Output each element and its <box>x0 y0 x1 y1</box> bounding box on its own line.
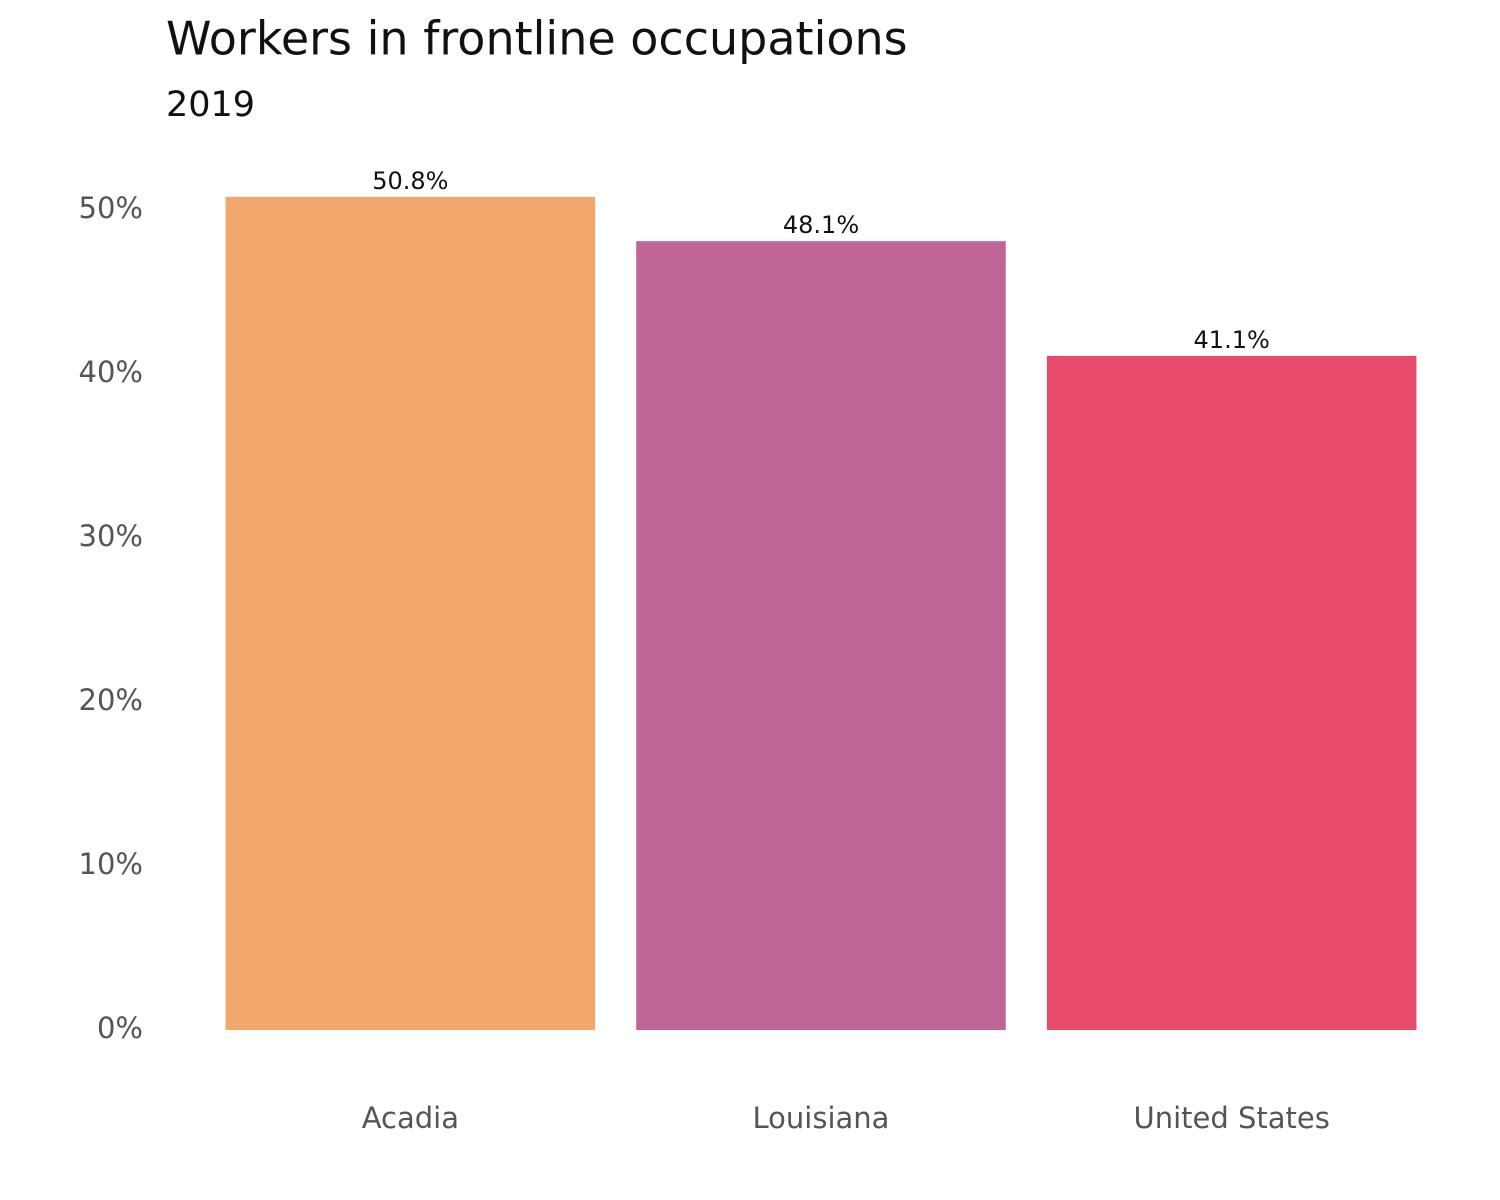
chart-title: Workers in frontline occupations <box>166 12 908 66</box>
y-tick-label: 20% <box>79 683 143 717</box>
bar <box>225 196 596 1030</box>
bar <box>1046 355 1417 1031</box>
bar <box>636 241 1006 1030</box>
chart-subtitle: 2019 <box>166 85 255 125</box>
value-label: 41.1% <box>1194 326 1270 354</box>
y-tick-label: 30% <box>79 519 143 553</box>
x-tick-label: Louisiana <box>753 1101 890 1135</box>
y-tick-label: 10% <box>79 847 143 881</box>
x-tick-label: United States <box>1133 1101 1329 1135</box>
value-label: 50.8% <box>372 167 448 195</box>
x-tick-label: Acadia <box>362 1101 459 1135</box>
value-label: 48.1% <box>783 211 859 239</box>
y-tick-label: 40% <box>79 355 143 389</box>
y-tick-label: 50% <box>79 191 143 225</box>
y-tick-label: 0% <box>97 1011 143 1045</box>
